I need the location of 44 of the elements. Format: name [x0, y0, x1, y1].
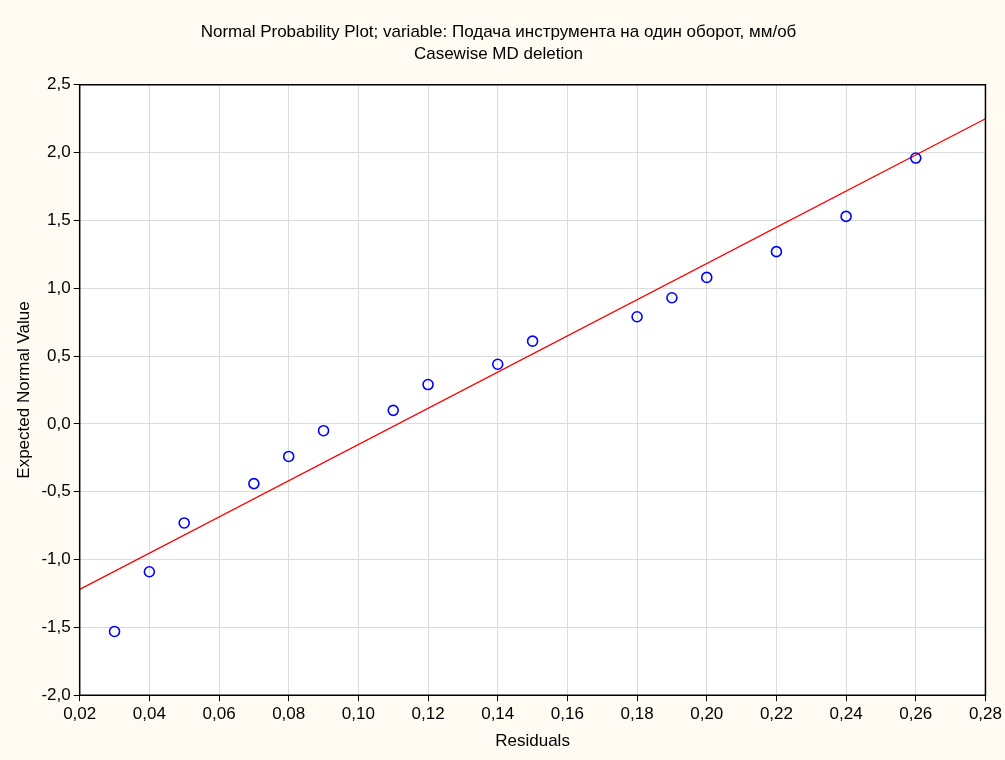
point	[248, 477, 260, 490]
y-tick-label: -0,5	[41, 481, 71, 501]
chart-subtitle: Casewise MD deletion	[413, 44, 584, 64]
x-tick-label: 0,08	[272, 704, 306, 724]
x-tick-label: 0,18	[620, 704, 654, 724]
y-tick-label: 0,0	[47, 413, 71, 433]
x-axis-title: Residuals	[495, 731, 570, 751]
y-tick-label: 1,0	[47, 277, 71, 297]
y-axis-title: Expected Normal Value	[13, 301, 33, 479]
point	[491, 358, 504, 371]
point	[422, 378, 434, 391]
x-tick-label: 0,10	[341, 704, 375, 724]
y-tick-label: 1,5	[47, 210, 71, 230]
x-tick-label: 0,14	[481, 704, 515, 724]
y-tick-label: -1,0	[41, 549, 71, 569]
point	[143, 565, 156, 578]
y-tick-label: -2,0	[41, 684, 71, 704]
chart-title: Normal Probability Plot; variable: Подача инструмента на один оборот, мм/об	[200, 21, 797, 41]
x-tick-label: 0,22	[759, 704, 793, 724]
x-tick-label: 0,28	[968, 704, 1002, 724]
point	[526, 335, 539, 347]
point	[178, 517, 191, 529]
point	[666, 291, 678, 304]
x-tick-label: 0,04	[132, 704, 166, 724]
point	[840, 210, 852, 223]
x-tick-label: 0,02	[63, 704, 97, 724]
x-tick-label: 0,24	[829, 704, 863, 724]
point	[909, 152, 922, 164]
x-tick-label: 0,26	[899, 704, 933, 724]
y-tick-label: 0,5	[47, 345, 71, 365]
x-tick-label: 0,06	[202, 704, 236, 724]
point	[282, 450, 295, 463]
point	[387, 404, 400, 417]
point	[317, 424, 330, 437]
x-tick-label: 0,12	[411, 704, 445, 724]
point	[108, 625, 121, 638]
point	[631, 310, 643, 323]
y-tick-label: 2,5	[47, 74, 71, 94]
point	[770, 245, 783, 258]
x-tick-label: 0,20	[690, 704, 724, 724]
point	[700, 271, 713, 284]
x-tick-label: 0,16	[550, 704, 584, 724]
y-tick-label: 2,0	[47, 142, 71, 162]
y-tick-label: -1,5	[41, 617, 71, 637]
